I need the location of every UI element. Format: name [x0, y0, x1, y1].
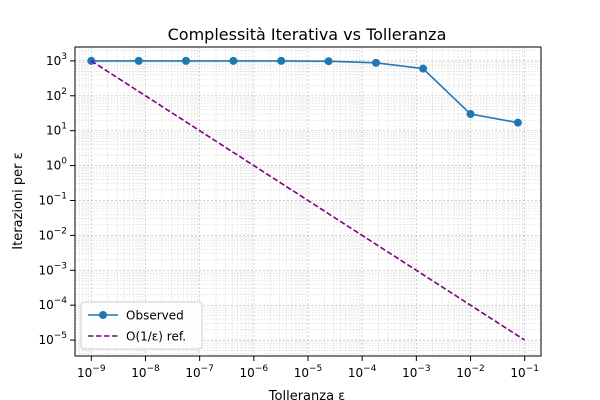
- series-line-2: [90, 60, 526, 341]
- legend-marker-1: [99, 311, 107, 319]
- data-point: [372, 58, 381, 67]
- series-layer: [87, 56, 526, 341]
- legend-label-1: Observed: [126, 309, 184, 323]
- y-axis-label: Iterazioni per ε: [11, 152, 26, 249]
- legend-box: [80, 301, 203, 350]
- series-line-1: [91, 60, 519, 124]
- data-point: [134, 56, 143, 65]
- data-point: [513, 118, 522, 127]
- legend: Observed O(1/ε) ref.: [80, 301, 203, 350]
- data-point: [87, 56, 96, 65]
- data-point: [277, 56, 286, 65]
- data-point: [466, 110, 475, 119]
- data-point: [229, 56, 238, 65]
- minor-grid: [74, 47, 542, 356]
- data-point: [182, 56, 191, 65]
- legend-label-2: O(1/ε) ref.: [126, 330, 186, 344]
- x-axis-label: Tolleranza ε: [268, 389, 345, 400]
- data-point: [419, 64, 428, 73]
- data-point: [324, 57, 333, 66]
- chart-title: Complessità Iterativa vs Tolleranza: [168, 25, 447, 44]
